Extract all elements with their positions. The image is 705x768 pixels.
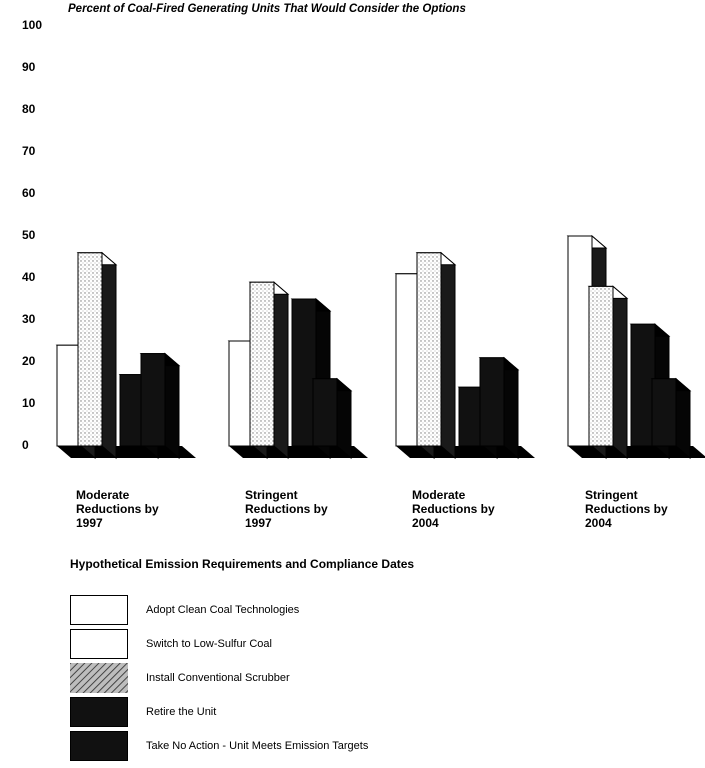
bar (291, 298, 317, 447)
bar (395, 273, 421, 447)
bar (416, 252, 442, 447)
y-tick-label: 80 (22, 102, 36, 116)
bar-chart (55, 234, 705, 460)
legend-swatch-scrubber (70, 663, 128, 693)
legend-label-clean-coal: Adopt Clean Coal Technologies (146, 604, 300, 616)
bar-side (440, 251, 456, 460)
x-axis-label: Hypothetical Emission Requirements and C… (70, 557, 415, 571)
category-label-1: Moderate Reductions by 1997 (76, 488, 216, 530)
bar (249, 281, 275, 447)
legend-label-scrubber: Install Conventional Scrubber (146, 672, 290, 684)
bar (77, 252, 103, 447)
bar (140, 353, 166, 447)
legend-swatch-clean-coal (70, 595, 128, 625)
y-tick-label: 90 (22, 60, 36, 74)
y-tick-label: 10 (22, 396, 36, 410)
bar-side (612, 285, 628, 460)
bar (651, 378, 677, 447)
category-label-4-line2: Reductions by (585, 502, 668, 516)
y-tick-label: 0 (22, 438, 29, 452)
legend-swatch-low-sulfur (70, 629, 128, 659)
legend-label-retire: Retire the Unit (146, 706, 217, 718)
bar (567, 235, 593, 447)
category-label-3-line1: Moderate (412, 488, 466, 502)
legend-label-no-action: Take No Action - Unit Meets Emission Tar… (146, 740, 369, 752)
y-tick-label: 70 (22, 144, 36, 158)
y-tick-label: 50 (22, 228, 36, 242)
category-label-4: Stringent Reductions by 2004 (585, 488, 705, 530)
category-label-1-line2: Reductions by (76, 502, 159, 516)
category-label-2-line2: Reductions by (245, 502, 328, 516)
category-label-3: Moderate Reductions by 2004 (412, 488, 552, 530)
bar-side (273, 281, 289, 460)
category-label-1-line3: 1997 (76, 516, 103, 530)
bar (588, 285, 614, 447)
bar (458, 386, 484, 447)
legend-swatch-retire (70, 697, 128, 727)
category-label-2-line1: Stringent (245, 488, 298, 502)
bar-side (164, 352, 180, 460)
y-tick-label: 40 (22, 270, 36, 284)
y-tick-label: 30 (22, 312, 36, 326)
category-label-2: Stringent Reductions by 1997 (245, 488, 385, 530)
category-label-2-line3: 1997 (245, 516, 272, 530)
category-label-3-line3: 2004 (412, 516, 439, 530)
bar (312, 378, 338, 447)
y-tick-label: 100 (22, 18, 43, 32)
legend-label-low-sulfur: Switch to Low-Sulfur Coal (146, 638, 272, 650)
bar (119, 374, 145, 447)
bar (479, 357, 505, 447)
bar-side (101, 251, 117, 460)
category-label-1-line1: Moderate (76, 488, 130, 502)
legend-swatch-no-action (70, 731, 128, 761)
bar (228, 340, 254, 447)
category-label-4-line1: Stringent (585, 488, 638, 502)
bar (630, 323, 656, 447)
category-label-4-line3: 2004 (585, 516, 612, 530)
bar-side (503, 356, 519, 460)
y-tick-label: 20 (22, 354, 36, 368)
y-tick-label: 60 (22, 186, 36, 200)
bar (56, 344, 82, 447)
chart-title: Percent of Coal-Fired Generating Units T… (68, 3, 466, 15)
category-label-3-line2: Reductions by (412, 502, 495, 516)
